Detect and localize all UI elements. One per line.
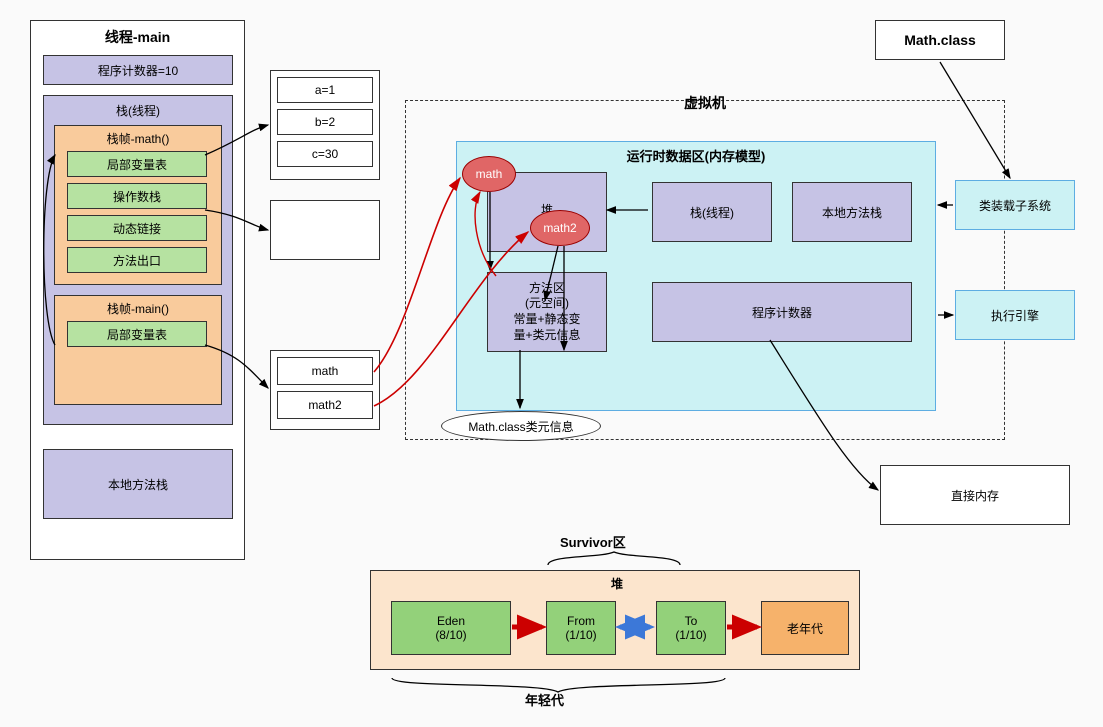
- program-counter: 程序计数器=10: [43, 55, 233, 85]
- vm-native-stack: 本地方法栈: [792, 182, 912, 242]
- exec-engine-label: 执行引擎: [991, 307, 1039, 324]
- ref-math: math: [277, 357, 373, 385]
- young-label: 年轻代: [525, 690, 564, 709]
- eden-ratio: (8/10): [435, 628, 466, 642]
- to-ratio: (1/10): [675, 628, 706, 642]
- class-loader-label: 类装载子系统: [979, 197, 1051, 214]
- eden-box: Eden (8/10): [391, 601, 511, 655]
- method-area-label: 方法区 (元空间) 常量+静态变 量+类元信息: [513, 281, 580, 343]
- vm-stack-thread-label: 栈(线程): [690, 204, 734, 221]
- refs-container: math math2: [270, 350, 380, 430]
- heap-diagram: 堆 Eden (8/10) From (1/10) To (1/10) 老年代: [370, 570, 860, 670]
- frame-main-item-0: 局部变量表: [67, 321, 207, 347]
- frame-math-item-0: 局部变量表: [67, 151, 207, 177]
- from-box: From (1/10): [546, 601, 616, 655]
- frame-math-item-1: 操作数栈: [67, 183, 207, 209]
- math-ellipse-label: math: [476, 167, 503, 181]
- frame-main-title: 栈帧-main(): [57, 298, 219, 319]
- to-box: To (1/10): [656, 601, 726, 655]
- direct-memory: 直接内存: [880, 465, 1070, 525]
- runtime-title: 运行时数据区(内存模型): [457, 142, 935, 169]
- thread-native-stack: 本地方法栈: [43, 449, 233, 519]
- thread-main-title: 线程-main: [35, 25, 240, 49]
- locals-container: a=1 b=2 c=30: [270, 70, 380, 180]
- math-class-label: Math.class: [904, 32, 976, 48]
- to-label: To: [685, 614, 698, 628]
- empty-side-box: [270, 200, 380, 260]
- direct-memory-label: 直接内存: [951, 487, 999, 504]
- from-ratio: (1/10): [565, 628, 596, 642]
- thread-native-stack-label: 本地方法栈: [108, 476, 168, 493]
- frame-math-title: 栈帧-math(): [57, 128, 219, 149]
- math2-ellipse: math2: [530, 210, 590, 246]
- local-b: b=2: [277, 109, 373, 135]
- exec-engine: 执行引擎: [955, 290, 1075, 340]
- heap-diagram-title: 堆: [375, 575, 855, 592]
- vm-stack-thread: 栈(线程): [652, 182, 772, 242]
- runtime-area: 运行时数据区(内存模型) 堆 方法区 (元空间) 常量+静态变 量+类元信息 栈…: [456, 141, 936, 411]
- survivor-label: Survivor区: [560, 532, 626, 551]
- stack-thread-box: 栈(线程) 栈帧-math() 局部变量表 操作数栈 动态链接 方法出口 栈帧-…: [43, 95, 233, 425]
- math2-ellipse-label: math2: [543, 221, 576, 235]
- local-c: c=30: [277, 141, 373, 167]
- old-box: 老年代: [761, 601, 849, 655]
- vm-pc: 程序计数器: [652, 282, 912, 342]
- frame-math-item-2: 动态链接: [67, 215, 207, 241]
- frame-main: 栈帧-main() 局部变量表: [54, 295, 222, 405]
- eden-label: Eden: [437, 614, 465, 628]
- math-class-box: Math.class: [875, 20, 1005, 60]
- vm-container: 虚拟机 运行时数据区(内存模型) 堆 方法区 (元空间) 常量+静态变 量+类元…: [405, 100, 1005, 440]
- frame-math-item-3: 方法出口: [67, 247, 207, 273]
- class-info-label: Math.class类元信息: [468, 418, 573, 435]
- old-label: 老年代: [787, 620, 823, 637]
- ref-math2: math2: [277, 391, 373, 419]
- stack-thread-title: 栈(线程): [48, 100, 228, 121]
- math-ellipse: math: [462, 156, 516, 192]
- pc-label: 程序计数器=10: [98, 62, 178, 79]
- vm-pc-label: 程序计数器: [752, 304, 812, 321]
- class-loader: 类装载子系统: [955, 180, 1075, 230]
- thread-main-container: 线程-main 程序计数器=10 栈(线程) 栈帧-math() 局部变量表 操…: [30, 20, 245, 560]
- vm-title: 虚拟机: [406, 93, 1004, 113]
- method-area: 方法区 (元空间) 常量+静态变 量+类元信息: [487, 272, 607, 352]
- frame-math: 栈帧-math() 局部变量表 操作数栈 动态链接 方法出口: [54, 125, 222, 285]
- class-info-ellipse: Math.class类元信息: [441, 411, 601, 441]
- local-a: a=1: [277, 77, 373, 103]
- vm-native-stack-label: 本地方法栈: [822, 204, 882, 221]
- from-label: From: [567, 614, 595, 628]
